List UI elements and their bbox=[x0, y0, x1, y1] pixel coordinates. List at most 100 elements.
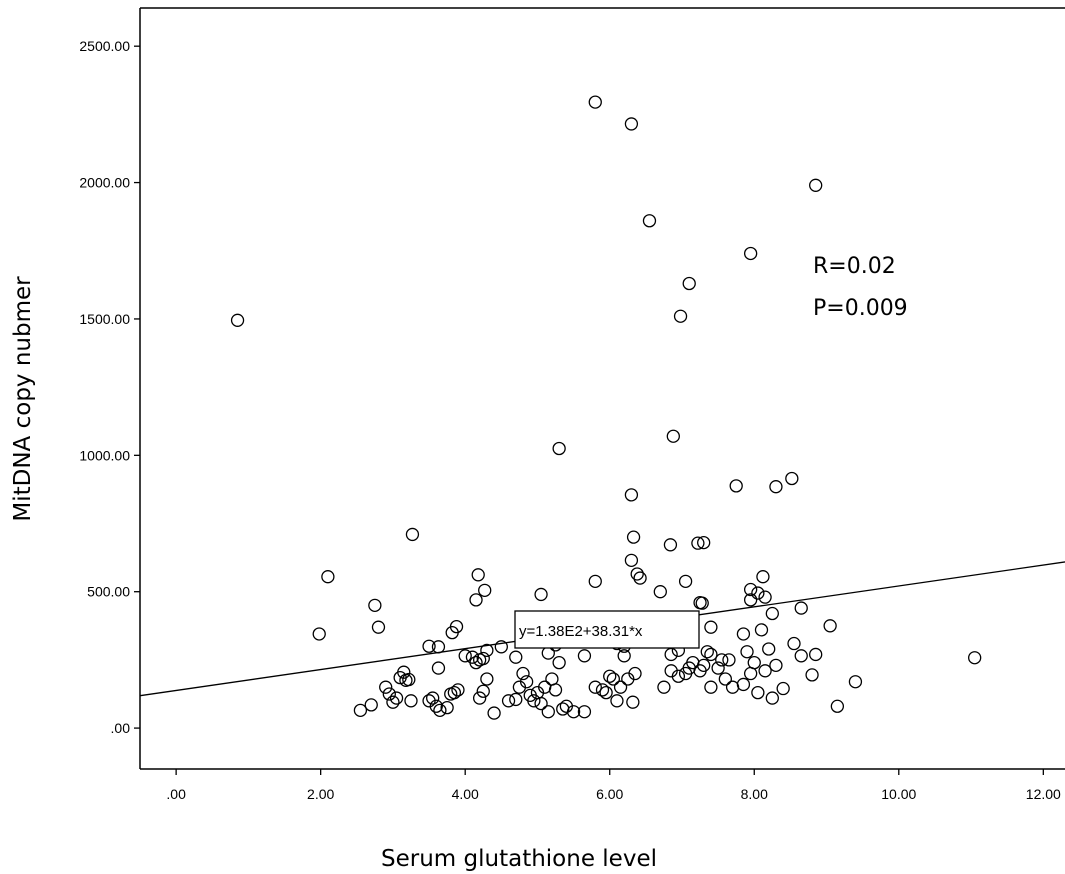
data-point bbox=[617, 649, 631, 663]
regression-equation-box: y=1.38E2+38.31*x bbox=[514, 610, 700, 649]
data-point bbox=[599, 685, 613, 700]
data-point bbox=[469, 593, 483, 607]
y-axis-ticks: .00 500.00 1000.00 1500.00 2000.00 2500.00 bbox=[79, 38, 140, 736]
data-point bbox=[440, 700, 454, 715]
data-point bbox=[368, 598, 382, 612]
data-point bbox=[711, 661, 725, 675]
data-point bbox=[606, 672, 620, 686]
x-axis-title: Serum glutathione level bbox=[381, 846, 657, 872]
data-point bbox=[476, 684, 490, 698]
x-tick-label: .00 bbox=[166, 786, 186, 802]
y-tick-label: .00 bbox=[111, 720, 131, 736]
data-point bbox=[451, 683, 465, 697]
data-point bbox=[480, 643, 494, 657]
data-point bbox=[666, 429, 680, 443]
data-point bbox=[393, 670, 407, 685]
data-point bbox=[765, 691, 779, 705]
data-point bbox=[610, 694, 624, 708]
data-point bbox=[633, 571, 647, 585]
data-point bbox=[776, 681, 790, 696]
data-point bbox=[472, 691, 487, 705]
data-point bbox=[722, 653, 736, 667]
data-point bbox=[704, 680, 718, 694]
data-point bbox=[769, 480, 783, 494]
data-point bbox=[664, 647, 678, 662]
y-tick-label: 1000.00 bbox=[79, 447, 130, 463]
data-point bbox=[805, 668, 819, 682]
data-point bbox=[433, 703, 447, 718]
data-point bbox=[321, 570, 335, 584]
data-point bbox=[624, 488, 639, 502]
data-point bbox=[509, 650, 523, 664]
data-point bbox=[624, 553, 639, 567]
data-point bbox=[382, 687, 396, 701]
data-point bbox=[715, 653, 729, 667]
data-point bbox=[794, 601, 808, 615]
data-point bbox=[968, 651, 982, 665]
data-point bbox=[823, 619, 837, 633]
data-point bbox=[469, 655, 483, 670]
data-point bbox=[695, 596, 709, 610]
data-point bbox=[700, 645, 714, 659]
data-point bbox=[740, 645, 754, 659]
data-point bbox=[480, 672, 494, 686]
data-point bbox=[379, 680, 393, 694]
data-point bbox=[509, 692, 523, 707]
x-tick-label: 4.00 bbox=[452, 786, 479, 802]
regression-equation-frame bbox=[514, 610, 700, 649]
data-point bbox=[534, 696, 548, 711]
data-point bbox=[548, 683, 563, 697]
data-point bbox=[787, 636, 801, 651]
data-point bbox=[534, 587, 548, 602]
data-point bbox=[478, 583, 492, 597]
data-point bbox=[729, 479, 743, 493]
data-point bbox=[653, 585, 667, 599]
y-tick-label: 2500.00 bbox=[79, 38, 130, 54]
data-point bbox=[642, 214, 657, 228]
data-point bbox=[794, 649, 808, 663]
x-axis-ticks: .00 2.00 4.00 6.00 8.00 10.00 12.00 bbox=[166, 769, 1061, 802]
data-point bbox=[431, 661, 446, 675]
y-tick-label: 1500.00 bbox=[79, 311, 130, 327]
data-point bbox=[673, 309, 688, 323]
data-point bbox=[678, 574, 693, 588]
x-tick-label: 10.00 bbox=[881, 786, 916, 802]
data-point bbox=[552, 441, 566, 456]
data-point bbox=[691, 536, 705, 550]
data-point bbox=[809, 178, 823, 192]
x-tick-label: 2.00 bbox=[307, 786, 334, 802]
data-point bbox=[736, 677, 751, 692]
data-point bbox=[353, 703, 368, 718]
data-point bbox=[751, 586, 765, 600]
data-point bbox=[487, 706, 501, 720]
data-point bbox=[756, 570, 770, 584]
y-tick-label: 500.00 bbox=[87, 584, 130, 600]
data-point bbox=[364, 698, 378, 712]
data-point bbox=[626, 695, 640, 709]
data-point bbox=[386, 695, 400, 709]
data-points bbox=[230, 95, 982, 720]
data-point bbox=[541, 705, 555, 719]
data-point bbox=[404, 694, 418, 708]
data-point bbox=[762, 642, 776, 656]
data-point bbox=[830, 699, 845, 713]
data-point bbox=[556, 702, 570, 716]
data-point bbox=[588, 574, 602, 588]
data-point bbox=[501, 694, 516, 708]
y-axis-title: MitDNA copy nubmer bbox=[10, 276, 36, 522]
data-point bbox=[697, 535, 711, 550]
data-point bbox=[389, 691, 404, 705]
data-point bbox=[577, 705, 592, 719]
data-point bbox=[449, 619, 464, 634]
x-tick-label: 6.00 bbox=[596, 786, 623, 802]
regression-equation-label: y=1.38E2+38.31*x bbox=[519, 623, 643, 640]
data-point bbox=[603, 669, 617, 683]
data-point bbox=[663, 538, 678, 552]
data-point bbox=[519, 675, 534, 689]
data-point bbox=[541, 646, 555, 660]
data-point bbox=[566, 705, 581, 719]
x-tick-label: 8.00 bbox=[741, 786, 768, 802]
data-point bbox=[626, 530, 641, 544]
data-point bbox=[402, 672, 416, 687]
